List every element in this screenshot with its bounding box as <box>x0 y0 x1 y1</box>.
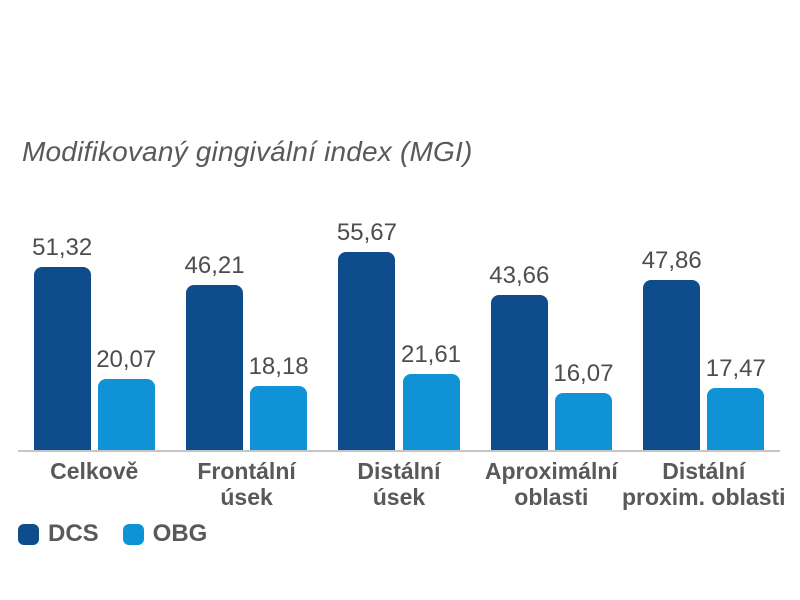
bar-group: 47,86 17,47 Distální proxim. oblasti <box>622 246 786 511</box>
bar-dcs <box>186 285 244 451</box>
bar-group: 51,32 20,07 Celkově <box>32 234 156 484</box>
bar-value-label: 21,61 <box>400 340 462 368</box>
bar-value-label: 47,86 <box>641 246 702 274</box>
legend-item-dcs: DCS <box>18 520 99 548</box>
bar-dcs <box>33 267 91 451</box>
bar-value-label: 55,67 <box>336 218 397 246</box>
legend-item-obg: OBG <box>122 520 208 548</box>
x-axis-line <box>18 450 780 452</box>
chart-title: Modifikovaný gingivální index (MGI) <box>22 136 473 167</box>
bar-value-label: 51,32 <box>32 234 93 262</box>
legend: DCS OBG <box>18 520 207 548</box>
bar-groups: 51,32 20,07 Celkově 46,21 18,18 Frontální úsek… <box>18 219 786 511</box>
bar-column-obg: 18,18 <box>249 353 309 451</box>
bar-column-obg: 16,07 <box>553 360 613 451</box>
bar-value-label: 20,07 <box>96 346 157 374</box>
category-label: Celkově <box>50 458 139 484</box>
legend-label-obg: OBG <box>152 520 208 547</box>
bar-column-obg: 17,47 <box>706 355 766 451</box>
bar-obg <box>402 373 460 451</box>
bar-value-label: 17,47 <box>705 355 766 383</box>
bar-column-obg: 20,07 <box>96 346 156 451</box>
bar-column-dcs: 43,66 <box>489 262 549 451</box>
legend-swatch-obg <box>122 523 144 545</box>
bar-obg <box>707 388 765 451</box>
category-label: Distální úsek <box>357 458 441 510</box>
bar-obg <box>250 385 308 451</box>
bar-obg <box>97 379 155 451</box>
legend-label-dcs: DCS <box>48 520 99 547</box>
bar-dcs <box>643 279 701 451</box>
bar-column-dcs: 47,86 <box>641 246 702 451</box>
bar-column-dcs: 55,67 <box>336 218 397 451</box>
bar-group: 55,67 21,61 Distální úsek <box>336 218 461 511</box>
category-label: Distální proxim. oblasti <box>621 458 786 510</box>
bar-value-label: 18,18 <box>248 352 309 380</box>
bar-obg <box>554 393 612 451</box>
legend-swatch-dcs <box>18 523 39 545</box>
bar-dcs <box>490 294 548 451</box>
bar-group: 46,21 18,18 Frontální úsek <box>185 252 309 510</box>
bar-column-dcs: 51,32 <box>32 234 92 451</box>
bar-value-label: 43,66 <box>489 261 550 289</box>
bar-dcs <box>338 251 396 451</box>
bar-value-label: 46,21 <box>184 252 245 280</box>
category-label: Frontální úsek <box>197 458 296 510</box>
bar-column-dcs: 46,21 <box>185 252 245 451</box>
bar-value-label: 16,07 <box>553 360 614 388</box>
bar-group: 43,66 16,07 Aproximální oblasti <box>485 262 618 510</box>
category-label: Aproximální oblasti <box>484 458 618 510</box>
bar-column-obg: 21,61 <box>401 341 461 451</box>
